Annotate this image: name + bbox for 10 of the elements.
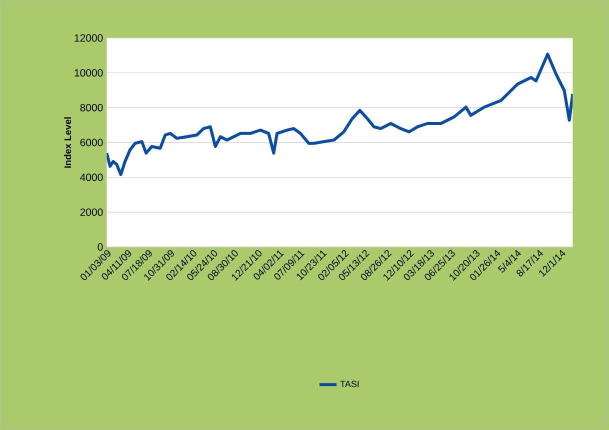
y-tick-label: 12000 bbox=[74, 34, 103, 42]
y-tick-label: 6000 bbox=[80, 138, 103, 146]
y-tick-label: 2000 bbox=[80, 208, 103, 216]
y-tick-label: 4000 bbox=[80, 174, 103, 182]
y-axis-title: Index Level bbox=[64, 117, 72, 168]
y-tick-label: 0 bbox=[98, 243, 103, 251]
y-tick-label: 10000 bbox=[74, 69, 103, 77]
legend-label: TASI bbox=[340, 380, 359, 388]
line-series bbox=[106, 52, 573, 176]
y-tick-label: 8000 bbox=[80, 104, 103, 112]
